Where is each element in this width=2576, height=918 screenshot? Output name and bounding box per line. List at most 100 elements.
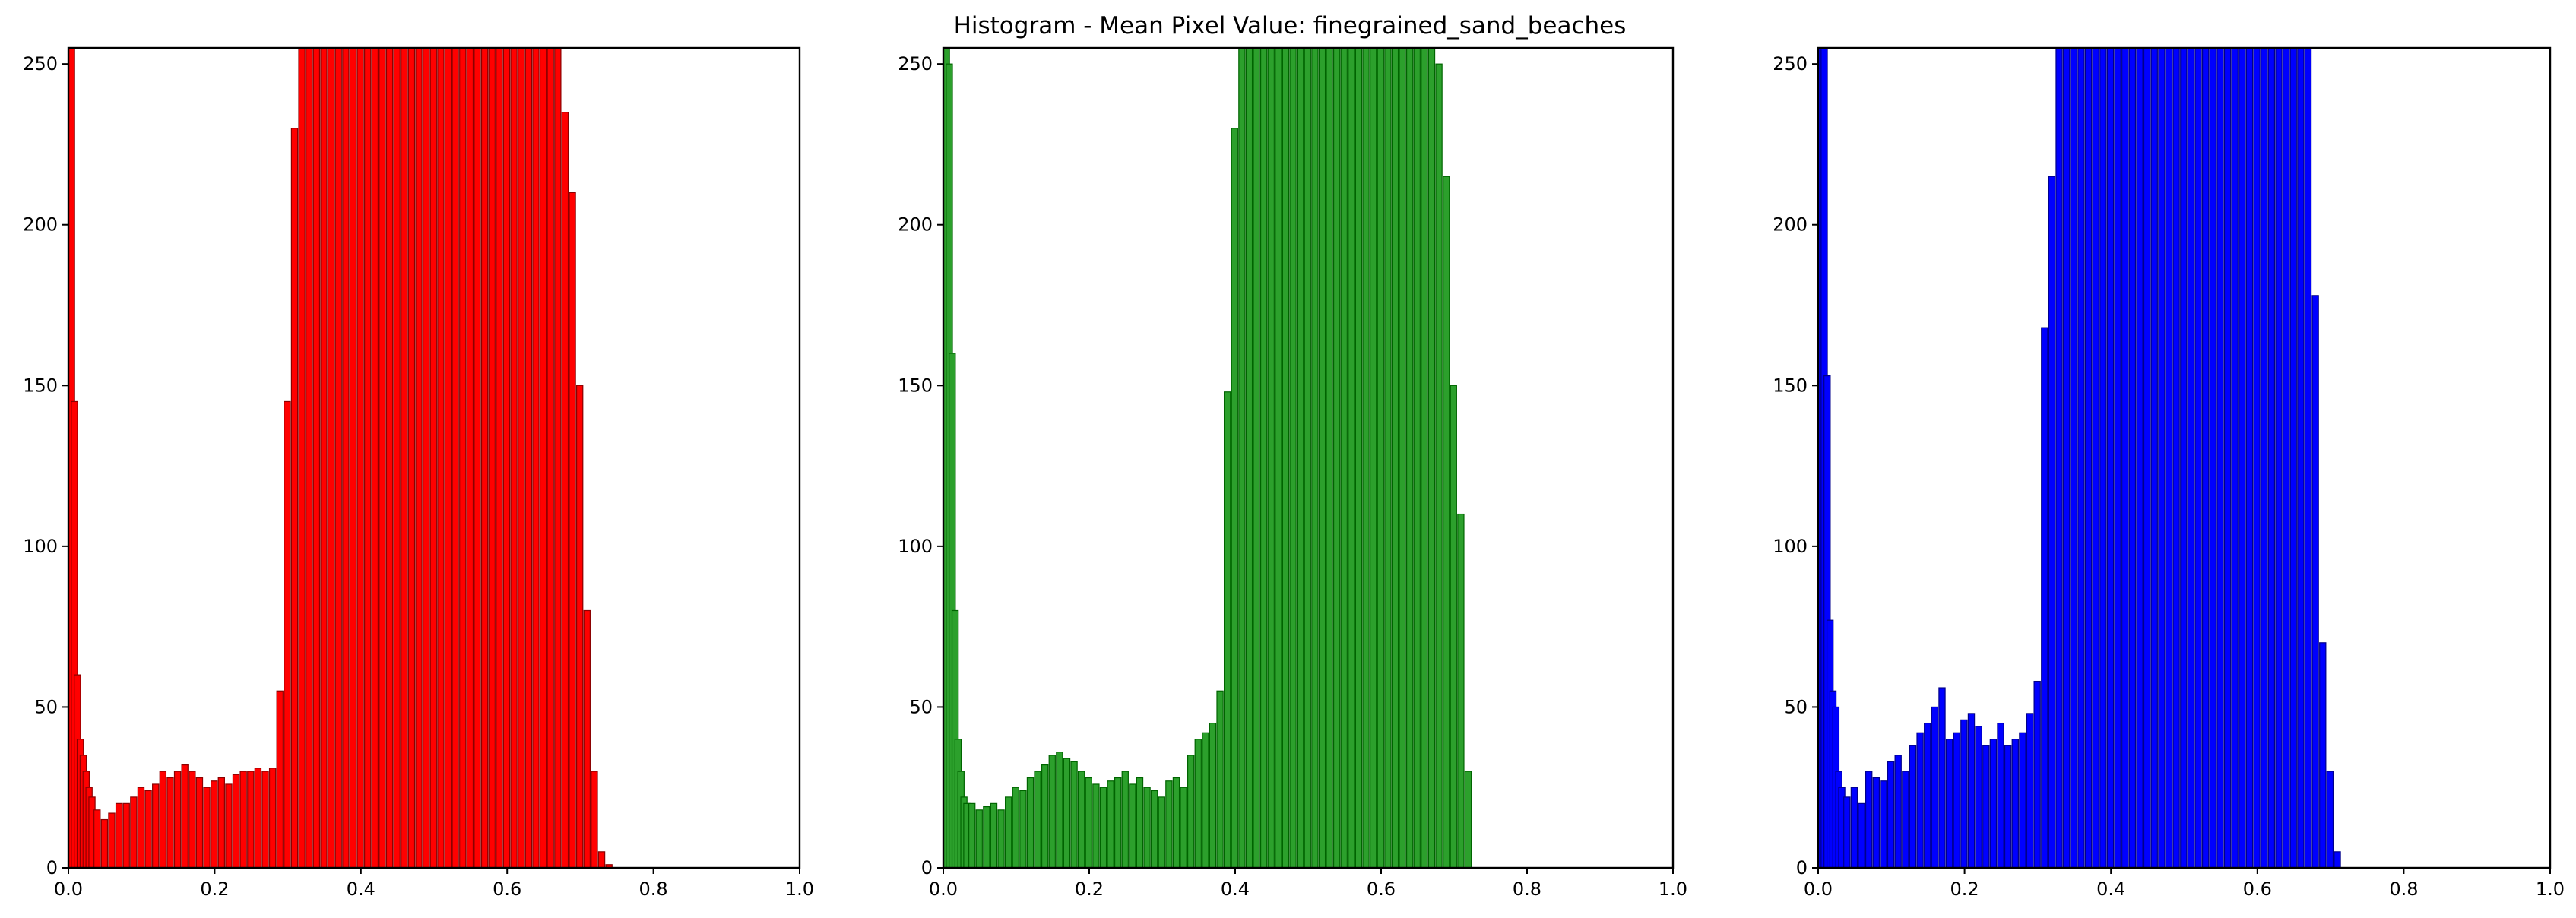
red-histogram-bar [539,47,547,869]
blue-histogram-bar [1865,771,1873,869]
red-histogram-bar [444,47,452,869]
red-histogram-bar [524,47,533,869]
red-histogram-bar [320,47,328,869]
green-histogram-bar [1355,47,1363,869]
green-histogram-bar [1304,47,1311,869]
green-y-tick-label: 0 [921,857,933,878]
blue-histogram-bar [2194,47,2202,869]
blue-histogram-bar [2275,47,2283,869]
green-histogram-bar [1012,787,1019,869]
blue-histogram-bar [2084,47,2093,869]
blue-histogram-bar [2128,47,2137,869]
green-histogram-bar [1143,787,1151,869]
red-x-tick-label: 0.4 [347,878,375,900]
blue-histogram-bar [2063,47,2071,869]
blue-histogram-bar [2311,295,2319,869]
blue-histogram-bar [1909,745,1917,869]
red-histogram-bar [181,764,189,869]
green-histogram-bar [1070,761,1078,869]
green-x-tick-label: 0.2 [1075,878,1104,900]
green-histogram-bar [1085,777,1092,869]
green-histogram-bar [1136,777,1144,869]
red-histogram-bar [261,771,269,869]
green-histogram-bar [1282,47,1290,869]
blue-histogram-bar [2319,642,2327,869]
green-histogram-bar [1413,47,1421,869]
green-y-tick-label: 250 [898,53,933,74]
green-histogram-bar [1253,47,1260,869]
green-y-tick-label: 150 [898,375,933,396]
red-histogram-bar [115,802,123,869]
red-histogram-bar [276,690,284,869]
green-histogram-bar [1165,780,1173,869]
red-histogram-bar [173,771,182,869]
red-histogram-bar [166,777,174,869]
red-histogram-bar [597,851,606,869]
red-histogram-bar [459,47,467,869]
red-histogram-bar [379,47,386,869]
blue-histogram-bar [1880,780,1887,869]
blue-histogram-bar [1894,755,1902,869]
red-histogram-bar [364,47,372,869]
blue-histogram-bar [1916,732,1924,869]
red-histogram-bar [575,385,584,869]
blue-histogram-bar [2334,851,2341,869]
green-histogram-bar [1340,47,1348,869]
green-histogram-bar [1194,739,1202,869]
blue-histogram-bar [2136,47,2143,869]
blue-histogram-bar [1945,739,1953,869]
blue-histogram-bar [2077,47,2085,869]
blue-histogram-bar [2121,47,2129,869]
blue-histogram-bar [1975,726,1982,869]
red-histogram-bar [312,47,321,869]
red-histogram-bar [152,783,160,869]
green-histogram-bar [1107,780,1114,869]
blue-histogram-bar [2004,745,2012,869]
red-bars [68,47,613,869]
red-histogram-bar [217,777,225,869]
blue-x-tick-label: 0.0 [1804,878,1833,900]
red-histogram-bar [583,609,591,869]
blue-histogram-bar [1982,745,1990,869]
red-histogram-bar [108,812,116,869]
blue-x-tick-label: 0.2 [1950,878,1979,900]
green-histogram-bar [1019,790,1027,869]
red-histogram-bar [385,47,394,869]
red-histogram-bar [225,783,233,869]
blue-histogram-bar [1902,771,1909,869]
blue-histogram-bar [2209,47,2216,869]
blue-y-tick-label: 100 [1773,536,1808,557]
red-histogram-bar [130,796,138,869]
blue-histogram-bar [2231,47,2239,869]
green-histogram-bar [983,806,990,869]
red-histogram-bar [239,771,247,869]
red-y-tick-label: 50 [34,696,58,717]
red-histogram-bar [415,47,423,869]
green-x-tick-label: 0.6 [1367,878,1396,900]
red-x-tick-label: 0.0 [54,878,83,900]
blue-histogram-bar [1850,787,1858,869]
green-histogram-bar [1427,47,1436,869]
red-histogram-bar [232,774,240,869]
green-histogram-bar [1121,771,1129,869]
blue-y-tick-label: 50 [1784,696,1808,717]
green-histogram-bar [997,809,1005,869]
blue-histogram-bar [1931,706,1939,869]
red-histogram-bar [284,400,291,869]
green-histogram-bar [1231,128,1238,869]
red-histogram-bar [122,802,130,869]
green-histogram-bar [1267,47,1275,869]
green-histogram-bar [1421,47,1428,869]
blue-histogram-bar [2114,47,2121,869]
blue-y-tick-label: 150 [1773,375,1808,396]
red-histogram-bar [195,777,204,869]
red-histogram-bar [547,47,554,869]
red-histogram-bar [466,47,474,869]
blue-x-tick-label: 0.8 [2389,878,2418,900]
red-histogram-bar [532,47,540,869]
blue-histogram-bar [1938,687,1946,869]
blue-histogram-bar [2165,47,2173,869]
green-axes-frame [942,46,1675,869]
green-histogram-bar [1391,47,1399,869]
blue-histogram-bar [2187,47,2195,869]
